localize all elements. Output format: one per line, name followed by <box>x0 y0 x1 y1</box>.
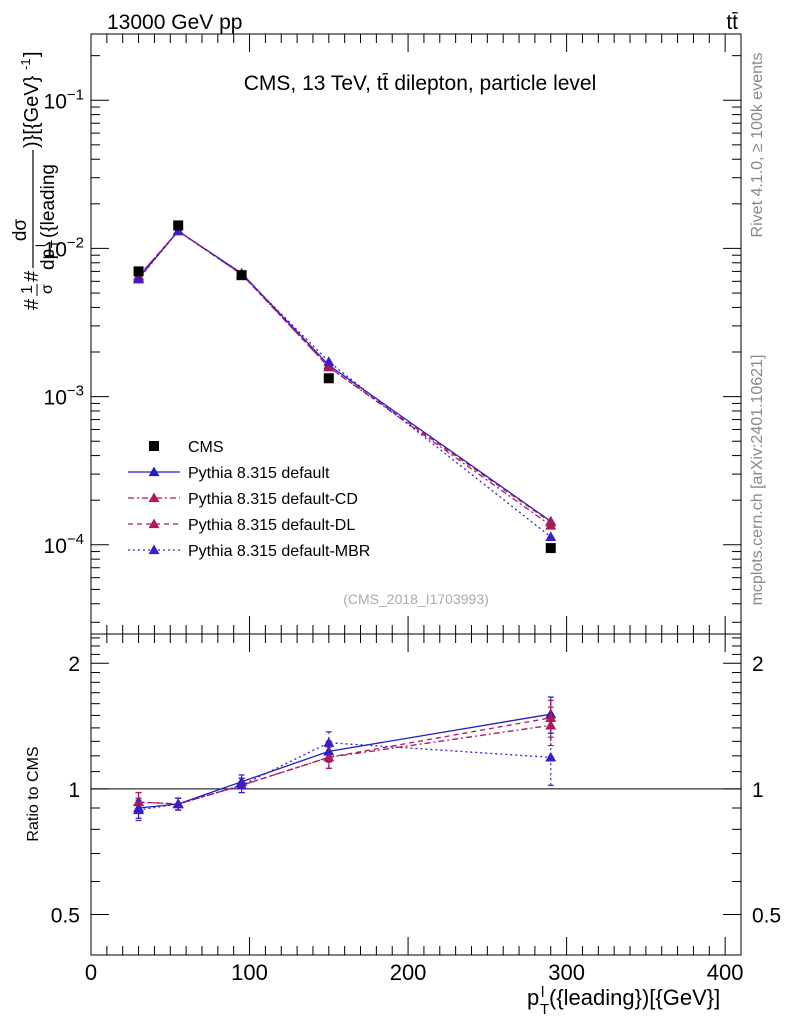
x-tick-label: 100 <box>231 960 268 985</box>
series-point-3 <box>545 531 557 542</box>
series-point-3 <box>133 273 145 284</box>
svg-text:σ: σ <box>39 284 56 294</box>
x-tick-label: 200 <box>390 960 427 985</box>
data-point <box>323 373 334 384</box>
svg-text:dσ: dσ <box>10 219 31 242</box>
x-tick-label: 400 <box>707 960 744 985</box>
ratio-y-axis-label: Ratio to CMS <box>25 746 42 841</box>
x-tick-label: 300 <box>548 960 585 985</box>
data-point <box>545 543 556 554</box>
legend-marker-3 <box>148 544 160 555</box>
series-point-2 <box>323 361 335 372</box>
svg-text:dp: dp <box>38 249 59 270</box>
y-tick-label: 10−1 <box>44 86 84 113</box>
svg-text:({leading: ({leading <box>38 164 59 238</box>
legend-label-0: Pythia 8.315 default <box>188 465 330 482</box>
chart-title: CMS, 13 TeV, tt̄ dilepton, particle leve… <box>244 72 597 95</box>
main-y-axis-label: # 1 σ # dσ dp T l ({leading )}[{GeV} -1 … <box>10 51 63 310</box>
ratio-y-tick-label-right: 2 <box>752 653 764 676</box>
rivet-version-label: Rivet 4.1.0, ≥ 100k events <box>749 53 766 238</box>
series-line-3 <box>138 230 552 538</box>
legend: CMS Pythia 8.315 default Pythia 8.315 defa… <box>128 439 370 560</box>
ratio-y-tick-label: 0.5 <box>51 905 80 928</box>
svg-text:l: l <box>541 984 544 1001</box>
svg-text:l: l <box>33 244 48 247</box>
ratio-panel-frame <box>90 633 742 956</box>
svg-text:T: T <box>48 240 63 248</box>
ratio-y-tick-label-right: 1 <box>752 779 764 802</box>
marks-layer <box>133 220 557 822</box>
header-energy-label: 13000 GeV pp <box>107 11 242 34</box>
analysis-tag: (CMS_2018_I1703993) <box>343 591 489 607</box>
y-tick-label: 10−2 <box>44 234 84 261</box>
data-point <box>133 266 144 277</box>
y-tick-label: 10−4 <box>44 531 84 558</box>
series-point-3 <box>323 356 335 366</box>
ratio-point-3 <box>133 804 145 815</box>
svg-text:T: T <box>540 1001 549 1018</box>
legend-marker-2 <box>148 518 160 529</box>
ratio-y-tick-label: 1 <box>68 779 80 802</box>
ratio-point-3 <box>545 751 557 762</box>
svg-text:({leading})[{GeV}]: ({leading})[{GeV}] <box>549 985 720 1010</box>
ratio-point-3 <box>172 798 184 809</box>
svg-text:-1: -1 <box>18 58 33 70</box>
y-tick-label: 10−3 <box>44 383 84 410</box>
ratio-line-3 <box>138 742 551 811</box>
legend-label-data: CMS <box>188 439 224 456</box>
legend-label-1: Pythia 8.315 default-CD <box>188 491 358 508</box>
data-point <box>236 270 247 281</box>
ratio-line-1 <box>138 724 551 805</box>
legend-marker-data <box>149 441 159 451</box>
svg-text:p: p <box>527 985 539 1010</box>
ratio-line-2 <box>138 717 551 805</box>
header-process-label: tt̄ <box>726 11 738 34</box>
ratio-y-tick-label-right: 0.5 <box>752 905 781 928</box>
data-point <box>173 220 184 231</box>
axes-layer: 0 100 200 300 400 10−1 10−2 10−3 10−4 0.5 0.5 1 1 2 2 <box>44 34 781 985</box>
x-tick-label: 0 <box>85 960 97 985</box>
legend-marker-0 <box>148 466 160 477</box>
legend-marker-1 <box>148 492 160 503</box>
ratio-point-3 <box>323 737 335 747</box>
ratio-point-2 <box>545 712 557 722</box>
legend-label-3: Pythia 8.315 default-MBR <box>188 543 370 560</box>
svg-text:#: # <box>21 298 43 310</box>
mcplots-reference-label: mcplots.cern.ch [arXiv:2401.10621] <box>749 355 766 606</box>
ratio-y-tick-label: 2 <box>68 653 80 676</box>
svg-text:]: ] <box>21 51 43 57</box>
series-point-2 <box>545 516 557 527</box>
legend-label-2: Pythia 8.315 default-DL <box>188 517 355 534</box>
x-axis-label: p T l ({leading})[{GeV}] <box>527 984 720 1018</box>
ratio-point-2 <box>323 751 335 762</box>
ratio-point-1 <box>545 719 557 730</box>
svg-text:#: # <box>21 270 43 282</box>
svg-text:)}[{GeV}: )}[{GeV} <box>21 75 43 148</box>
svg-text:1: 1 <box>19 285 36 294</box>
ratio-point-3 <box>236 779 248 790</box>
